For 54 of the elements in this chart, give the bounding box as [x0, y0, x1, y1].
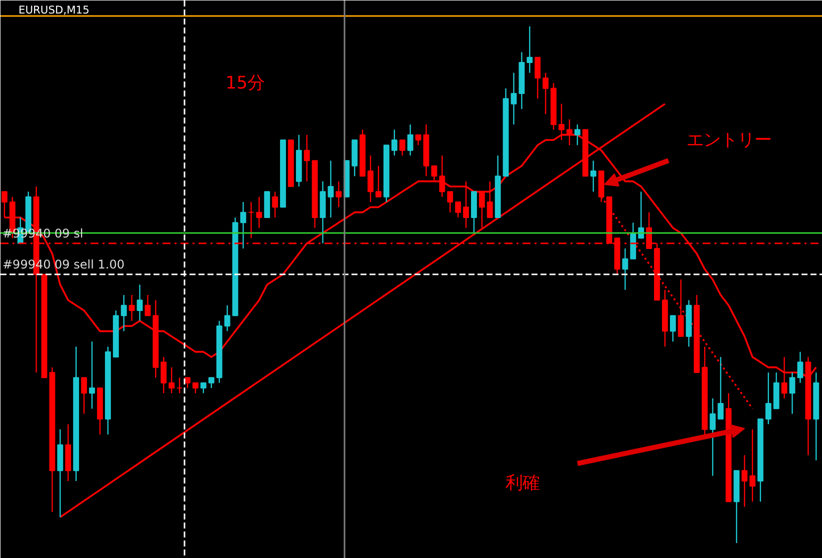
- candlestick: [304, 134, 310, 182]
- chart-title: EURUSD,M15: [18, 4, 90, 16]
- candlestick: [431, 165, 438, 182]
- candlestick: [710, 398, 716, 476]
- candlestick: [765, 372, 772, 425]
- candlestick: [240, 201, 246, 250]
- candlestick: [81, 377, 88, 414]
- candlestick: [415, 134, 422, 146]
- candlestick: [750, 428, 756, 502]
- candlestick: [718, 356, 724, 420]
- candlestick: [455, 201, 462, 218]
- candlestick: [200, 382, 206, 394]
- candlestick: [376, 165, 382, 198]
- candlestick: [590, 160, 596, 192]
- candlestick: [192, 382, 198, 394]
- candlestick: [797, 351, 804, 384]
- candlestick: [678, 278, 684, 337]
- candlestick: [120, 294, 127, 332]
- candlestick: [256, 196, 262, 228]
- annotation: エントリー: [686, 130, 772, 150]
- annotation: 15分: [226, 74, 265, 94]
- candlestick: [391, 129, 398, 156]
- candlestick: [542, 72, 549, 115]
- candlestick: [136, 284, 143, 322]
- candlestick: [526, 26, 533, 74]
- candlestick: [439, 154, 446, 198]
- candlestick: [176, 377, 183, 394]
- candlestick: [128, 294, 135, 322]
- candlestick: [368, 154, 374, 203]
- candlestick: [510, 72, 517, 126]
- candlestick: [463, 180, 469, 228]
- candlestick: [184, 377, 190, 389]
- candlestick: [144, 294, 151, 316]
- candlestick: [742, 454, 748, 508]
- annotation: 利確: [506, 474, 540, 494]
- candlestick: [534, 56, 541, 100]
- candlestick: [248, 201, 254, 239]
- candlestick: [89, 340, 95, 410]
- candlestick: [224, 304, 230, 332]
- candlestick: [336, 180, 342, 208]
- candlestick: [168, 366, 175, 394]
- candlestick: [789, 372, 796, 414]
- candlestick: [208, 377, 214, 389]
- candlestick: [328, 160, 334, 218]
- candlestick: [622, 248, 628, 290]
- candlestick: [574, 124, 580, 146]
- candlestick: [272, 191, 278, 218]
- candlestick: [399, 139, 406, 156]
- candlestick: [160, 356, 167, 394]
- candlestick: [670, 315, 676, 342]
- candlestick: [447, 191, 454, 213]
- candlestick: [407, 124, 414, 156]
- candlestick: [478, 191, 485, 228]
- candlestick: [486, 180, 493, 218]
